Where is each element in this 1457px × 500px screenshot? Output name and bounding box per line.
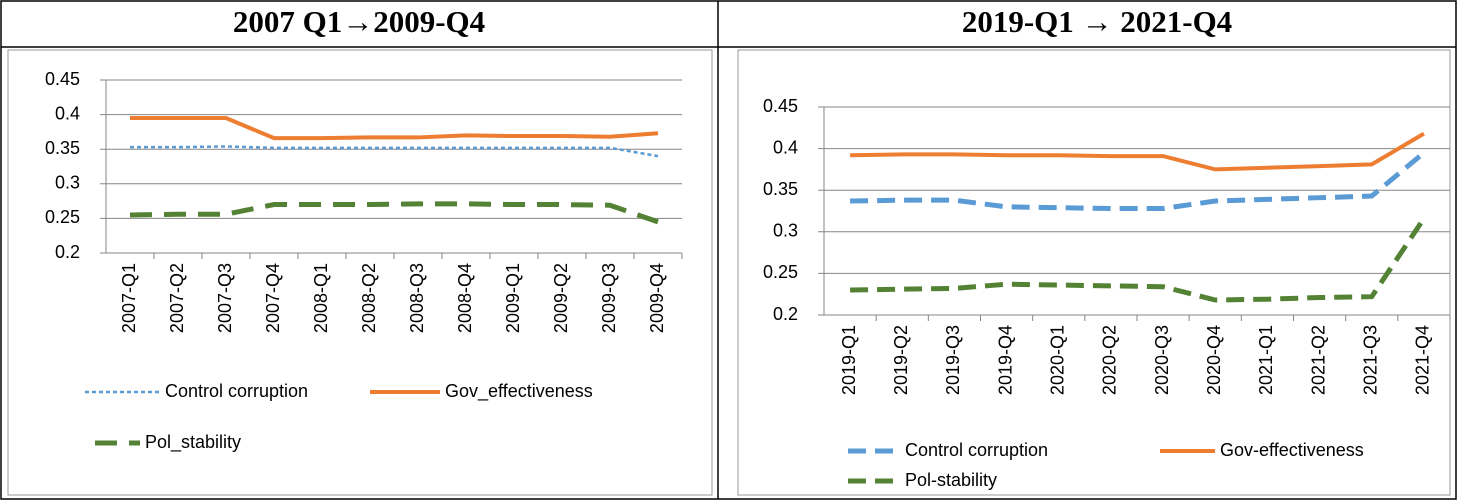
x-tick-label: 2020-Q4 [1204,325,1224,395]
x-tick-label: 2019-Q3 [943,325,963,395]
x-tick-label: 2019-Q1 [839,325,859,395]
x-tick-label: 2019-Q2 [891,325,911,395]
y-tick-label: 0.2 [55,242,80,262]
legend-label: Gov_effectiveness [445,381,593,402]
series-line [129,201,659,225]
x-tick-label: 2021-Q1 [1256,325,1276,395]
chart-title: 2019-Q1 → 2021-Q4 [962,4,1232,39]
x-tick-label: 2019-Q4 [995,325,1015,395]
y-tick-label: 0.35 [45,138,80,158]
legend-label: Pol-stability [905,470,997,490]
x-tick-label: 2008-Q3 [407,263,427,333]
legend-label: Gov-effectiveness [1220,440,1364,460]
chart-border [737,49,1451,496]
series-line [850,131,1425,172]
x-tick-label: 2008-Q2 [359,263,379,333]
x-tick-label: 2008-Q1 [311,263,331,333]
x-tick-label: 2020-Q2 [1100,325,1120,395]
x-tick-label: 2007-Q2 [167,263,187,333]
y-tick-label: 0.4 [55,103,80,123]
series-line [850,150,1426,212]
x-tick-label: 2007-Q4 [263,263,283,333]
series-line [130,145,659,158]
legend-label: Control corruption [905,440,1048,460]
x-tick-label: 2020-Q3 [1152,325,1172,395]
x-tick-label: 2009-Q2 [551,263,571,333]
x-tick-label: 2021-Q4 [1413,325,1433,395]
x-tick-label: 2009-Q1 [503,263,523,333]
x-tick-label: 2021-Q2 [1308,325,1328,395]
y-tick-label: 0.4 [773,137,798,157]
x-tick-label: 2020-Q1 [1048,325,1068,395]
y-tick-label: 0.45 [45,69,80,89]
y-tick-label: 0.25 [763,262,798,282]
x-tick-label: 2009-Q4 [647,263,667,333]
chart-border [7,49,713,496]
x-tick-label: 2007-Q3 [215,263,235,333]
series-line [130,116,659,141]
y-tick-label: 0.3 [55,173,80,193]
series-line [850,217,1426,303]
x-tick-label: 2021-Q3 [1361,325,1381,395]
x-tick-label: 2008-Q4 [455,263,475,333]
y-tick-label: 0.2 [773,304,798,324]
legend-label: Control corruption [165,381,308,401]
chart-title: 2007 Q1→2009-Q4 [233,4,485,39]
x-tick-label: 2007-Q1 [119,263,139,333]
x-tick-label: 2009-Q3 [599,263,619,333]
y-tick-label: 0.3 [773,221,798,241]
y-tick-label: 0.35 [763,179,798,199]
y-tick-label: 0.45 [763,96,798,116]
legend-label: Pol_stability [145,432,241,453]
y-tick-label: 0.25 [45,207,80,227]
